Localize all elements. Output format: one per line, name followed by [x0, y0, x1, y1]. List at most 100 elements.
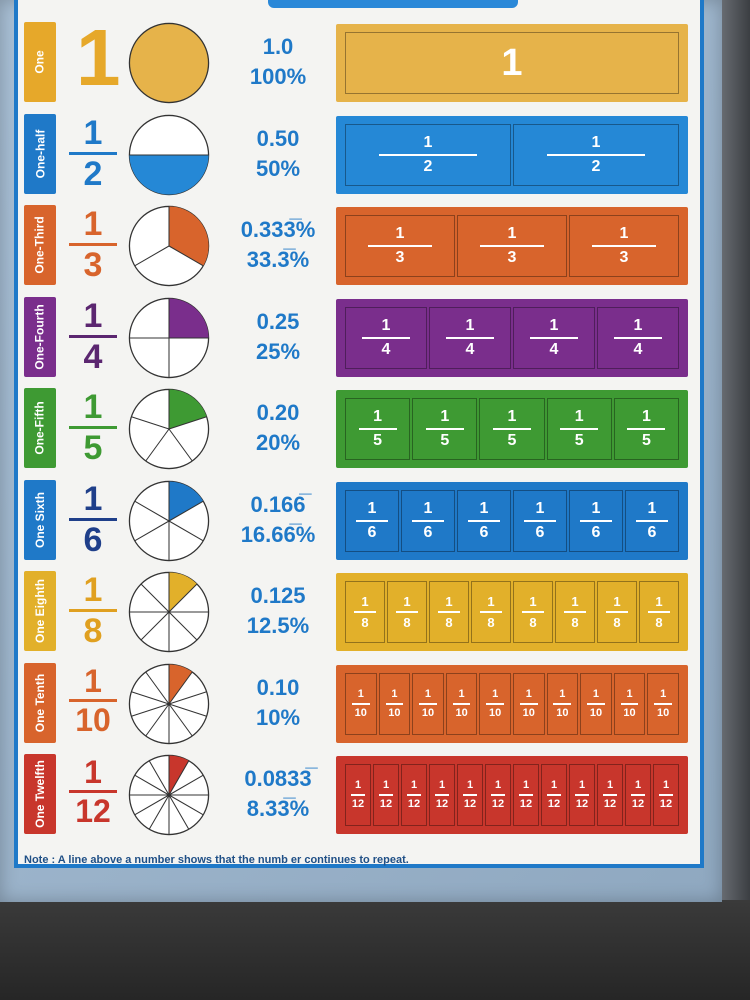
row-name-text: One-Fifth: [33, 401, 48, 455]
decimal-value: 0.166̅: [250, 491, 306, 517]
fraction-numerator: 1: [83, 388, 103, 426]
fraction-tile: 1 12: [625, 764, 651, 826]
tile-numerator: 1: [550, 779, 558, 791]
tile-denominator: 12: [631, 798, 645, 810]
tile-numerator: 1: [606, 779, 614, 791]
fraction-symbol: 1 12: [63, 756, 123, 827]
fraction-pie-icon: [128, 754, 210, 836]
tile-numerator: 1: [494, 779, 502, 791]
tile-fraction-bar: [479, 611, 503, 613]
tile-fraction-bar: [647, 611, 671, 613]
tile-denominator: 10: [354, 706, 367, 719]
tile-fraction-bar: [385, 702, 404, 705]
percent-value: 20%: [255, 430, 301, 455]
row-name-label: One-Fourth: [24, 296, 56, 377]
tile-numerator: 1: [641, 408, 651, 425]
fraction-tile: 1 12: [373, 764, 399, 826]
tile-denominator: 12: [603, 798, 617, 810]
fraction-bar: [69, 698, 117, 702]
tile-numerator: 1: [647, 499, 657, 517]
fraction-row: One 1 1.0 100% 1: [18, 13, 708, 106]
tile-fraction-bar: [437, 611, 461, 613]
pie-shaded-slice: [169, 480, 204, 521]
tile-denominator: 8: [571, 615, 579, 630]
fraction-numerator: 1: [84, 754, 102, 790]
tile-numerator: 1: [634, 779, 642, 791]
decimal-percent-values: 0.10 10%: [226, 673, 330, 733]
tile-numerator: 1: [440, 408, 450, 425]
percent-value: 8.33̅%: [246, 796, 310, 821]
tile-fraction-bar: [620, 702, 639, 705]
tile-numerator: 1: [361, 594, 369, 609]
fraction-bar: [69, 426, 117, 429]
tile-numerator: 1: [423, 133, 433, 151]
fraction-row: One Eighth 1 8 0.125 12.5% 1 8 1 8 1 8 1 8 1 8 1 8 1 8 1 8: [18, 569, 708, 655]
decimal-percent-values: 0.125 12.5%: [226, 581, 330, 641]
tile-numerator: 1: [662, 779, 670, 791]
fraction-chart: One 1 1.0 100% 1 One-half 1 2 0.50 50% 1 2 1 2 One-Thi…: [14, 0, 704, 868]
tile-numerator: 1: [619, 225, 629, 242]
fraction-denominator: 4: [83, 337, 103, 376]
row-name-label: One-Third: [24, 205, 56, 285]
decimal-value: 0.125: [250, 583, 306, 608]
fraction-tile: 1 12: [429, 764, 455, 826]
tile-fraction-bar: [462, 794, 478, 796]
tile-fraction-bar: [553, 702, 572, 705]
poster-board: One 1 1.0 100% 1 One-half 1 2 0.50 50% 1 2 1 2 One-Thi…: [0, 0, 722, 902]
tile-denominator: 10: [589, 706, 603, 719]
fraction-whole: 1: [76, 13, 121, 102]
tile-numerator: 1: [501, 42, 523, 84]
row-name-label: One Twelfth: [24, 754, 56, 834]
tile-denominator: 12: [435, 798, 449, 810]
fraction-tile: 1 12: [541, 764, 567, 826]
row-name-text: One-Fourth: [33, 303, 48, 370]
tile-fraction-bar: [468, 519, 500, 522]
tile-numerator: 1: [549, 316, 559, 334]
tile-numerator: 1: [357, 687, 364, 700]
decimal-percent-values: 0.50 50%: [226, 124, 330, 184]
tile-numerator: 1: [507, 408, 517, 425]
row-name-label: One Sixth: [24, 479, 56, 560]
fraction-pie-icon: [128, 480, 210, 561]
pie-shaded-slice: [169, 389, 207, 429]
fraction-tile: 1 12: [569, 764, 595, 826]
fraction-tile: 1 10: [512, 672, 545, 735]
background-edge: [718, 0, 750, 900]
tile-numerator: 1: [655, 594, 663, 609]
percent-value: 12.5%: [246, 613, 310, 638]
tile-fraction-bar: [490, 794, 506, 796]
tile-fraction-bar: [605, 611, 629, 613]
tile-fraction-bar: [395, 611, 419, 613]
fraction-row: One-half 1 2 0.50 50% 1 2 1 2: [18, 112, 708, 198]
tile-denominator: 8: [487, 615, 495, 630]
row-name-label: One-half: [24, 113, 56, 194]
tile-denominator: 12: [519, 798, 533, 810]
percent-value: 25%: [255, 338, 301, 364]
fraction-pie-icon: [128, 388, 210, 470]
fraction-numerator: 1: [83, 296, 103, 335]
tile-denominator: 10: [556, 706, 569, 719]
fraction-tile: 1 12: [485, 764, 511, 826]
tile-denominator: 10: [455, 706, 468, 719]
tile-denominator: 6: [647, 523, 657, 541]
fraction-tile: 1 12: [653, 764, 679, 826]
decimal-percent-values: 0.25 25%: [226, 307, 330, 367]
tile-numerator: 1: [559, 687, 566, 700]
fraction-bar: [69, 790, 117, 793]
tile-numerator: 1: [535, 499, 545, 517]
